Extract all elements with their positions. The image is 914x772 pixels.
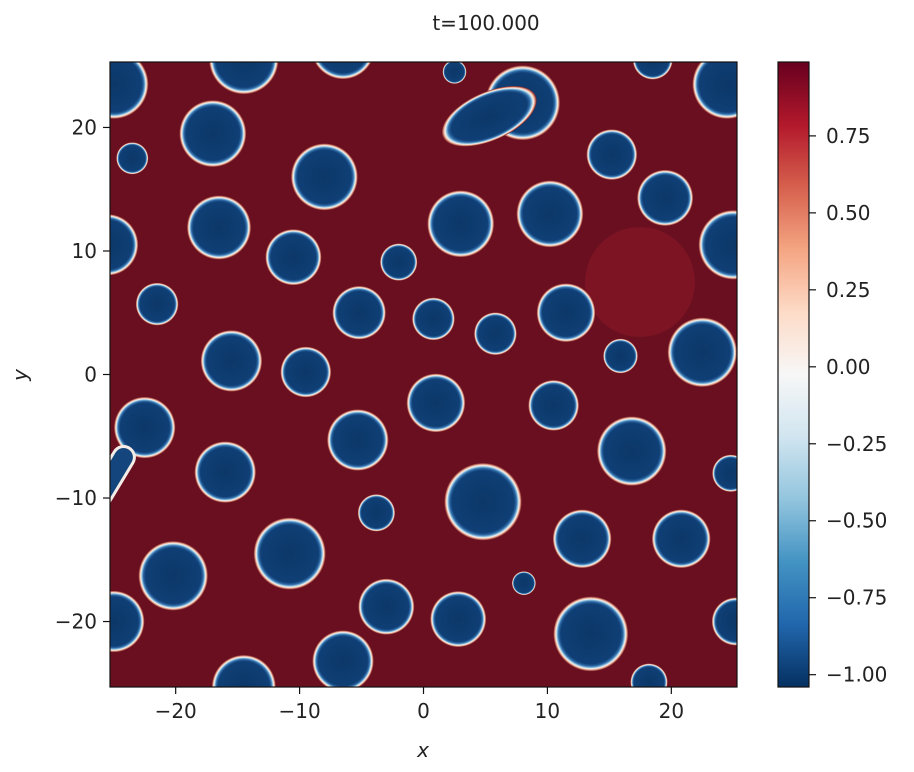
- droplet: [253, 517, 326, 590]
- droplet: [711, 597, 737, 646]
- droplet: [406, 373, 466, 433]
- x-axis-ticks: −20 −10 0 10 20: [155, 687, 684, 723]
- colorbar-tick-label: −0.25: [826, 432, 887, 456]
- droplet: [444, 462, 522, 541]
- colorbar-tick-label: 0.25: [826, 278, 871, 302]
- droplet: [327, 409, 389, 471]
- droplet: [280, 346, 332, 398]
- droplet: [516, 180, 584, 248]
- droplet: [314, 62, 372, 80]
- x-tick-label: 0: [417, 699, 430, 723]
- droplet: [441, 86, 537, 147]
- droplet: [651, 509, 711, 569]
- droplet: [632, 62, 673, 80]
- droplet: [698, 210, 737, 280]
- droplet: [211, 654, 276, 687]
- droplet: [312, 630, 374, 687]
- droplet-layer: [110, 62, 737, 687]
- colorbar-tick-label: −0.50: [826, 509, 887, 533]
- droplet: [430, 591, 487, 648]
- droplet: [194, 441, 256, 503]
- droplet: [442, 62, 467, 84]
- colorbar-tick-label: 0.00: [826, 355, 871, 379]
- y-axis-label: y: [8, 368, 32, 382]
- droplet-body: [441, 86, 537, 147]
- droplet: [357, 494, 396, 532]
- droplet: [412, 297, 455, 341]
- droplet: [553, 596, 629, 672]
- field-highlight: [585, 227, 695, 337]
- droplet: [290, 143, 358, 211]
- x-tick-label: −20: [155, 699, 197, 723]
- droplet: [332, 285, 386, 340]
- x-axis-label: x: [416, 738, 429, 762]
- x-tick-label: −10: [278, 699, 320, 723]
- droplet: [116, 142, 149, 175]
- droplet: [427, 190, 495, 258]
- droplet: [667, 317, 737, 388]
- y-tick-label: 20: [72, 115, 97, 139]
- x-tick-label: 10: [535, 699, 560, 723]
- y-axis-ticks: −20 −10 0 10 20: [55, 115, 110, 634]
- y-tick-label: −20: [55, 610, 97, 634]
- y-tick-label: −10: [55, 486, 97, 510]
- droplet: [528, 380, 579, 431]
- droplet: [110, 214, 139, 276]
- droplet: [474, 312, 517, 356]
- droplet: [630, 663, 668, 687]
- droplet: [186, 195, 252, 260]
- droplet: [135, 282, 179, 326]
- colorbar-tick-label: −1.00: [826, 663, 887, 687]
- colorbar-tick-label: −0.75: [826, 586, 887, 610]
- chart-title: t=100.000: [432, 11, 539, 35]
- droplet: [200, 330, 263, 392]
- droplet: [113, 396, 176, 459]
- droplet: [110, 62, 149, 119]
- y-tick-label: 0: [84, 363, 97, 387]
- droplet: [511, 571, 536, 596]
- colorbar: −1.00 −0.75 −0.50 −0.25 0.00 0.25 0.50 0.75: [777, 61, 887, 688]
- droplet: [138, 541, 208, 611]
- x-tick-label: 20: [659, 699, 684, 723]
- droplet: [692, 62, 737, 119]
- droplet-bridge: [110, 447, 133, 498]
- droplet: [209, 62, 279, 95]
- droplet: [536, 283, 596, 343]
- droplet: [637, 169, 694, 226]
- droplet: [586, 129, 638, 181]
- droplet: [358, 578, 415, 635]
- droplet: [110, 590, 145, 653]
- colorbar-tick-label: 0.50: [826, 201, 871, 225]
- plot-area: [110, 62, 737, 687]
- droplet: [380, 243, 418, 281]
- colorbar-ticks: −1.00 −0.75 −0.50 −0.25 0.00 0.25 0.50 0.75: [809, 124, 887, 687]
- droplet: [179, 100, 247, 168]
- colorbar-gradient: [777, 61, 810, 688]
- droplet: [552, 509, 612, 569]
- y-tick-label: 10: [72, 239, 97, 263]
- droplet: [596, 416, 667, 486]
- droplet: [265, 229, 322, 286]
- colorbar-tick-label: 0.75: [826, 124, 871, 148]
- droplet: [603, 338, 638, 374]
- droplet: [712, 454, 737, 492]
